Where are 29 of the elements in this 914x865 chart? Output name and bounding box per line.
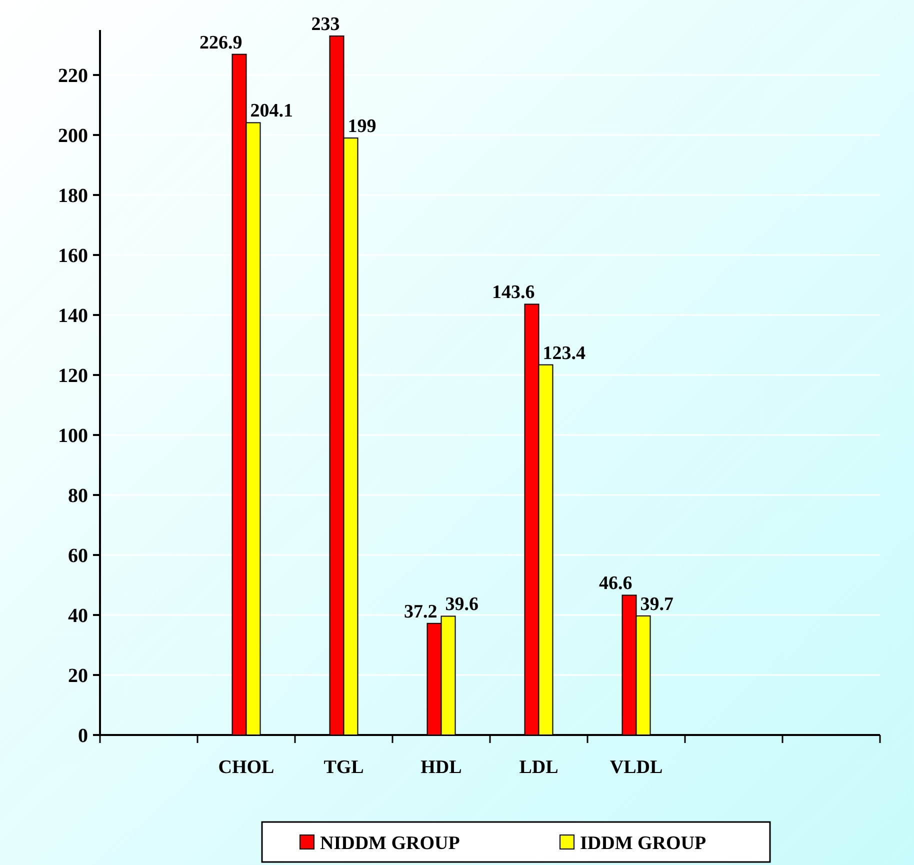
data-label: 204.1 <box>250 100 293 122</box>
x-tick-label: LDL <box>519 757 558 778</box>
y-tick-label: 60 <box>68 545 88 567</box>
data-label: 37.2 <box>404 601 438 622</box>
y-tick-label: 0 <box>78 725 88 747</box>
x-tick-label: TGL <box>324 757 364 778</box>
data-label: 143.6 <box>492 282 535 304</box>
data-label: 226.9 <box>200 32 242 54</box>
x-tick-label: HDL <box>420 757 462 778</box>
data-label: 39.7 <box>640 594 674 615</box>
y-tick-label: 120 <box>58 365 88 387</box>
data-label: 123.4 <box>542 342 586 364</box>
y-tick-label: 40 <box>68 605 88 627</box>
x-tick-label: VLDL <box>610 757 663 778</box>
legend-label: NIDDM GROUP <box>320 833 460 854</box>
legend-label: IDDM GROUP <box>580 833 707 854</box>
data-label: 46.6 <box>599 573 632 594</box>
y-tick-label: 140 <box>58 305 88 327</box>
y-tick-label: 100 <box>58 425 88 447</box>
y-tick-label: 180 <box>58 185 88 207</box>
y-tick-label: 160 <box>58 245 88 267</box>
y-tick-label: 200 <box>58 125 88 147</box>
y-tick-label: 20 <box>68 665 88 687</box>
data-label: 199 <box>348 116 376 137</box>
x-tick-label: CHOL <box>218 757 274 778</box>
data-label: 39.6 <box>445 594 478 616</box>
y-tick-label: 80 <box>68 485 88 507</box>
data-label: 233 <box>311 14 340 35</box>
y-tick-label: 220 <box>58 65 88 87</box>
